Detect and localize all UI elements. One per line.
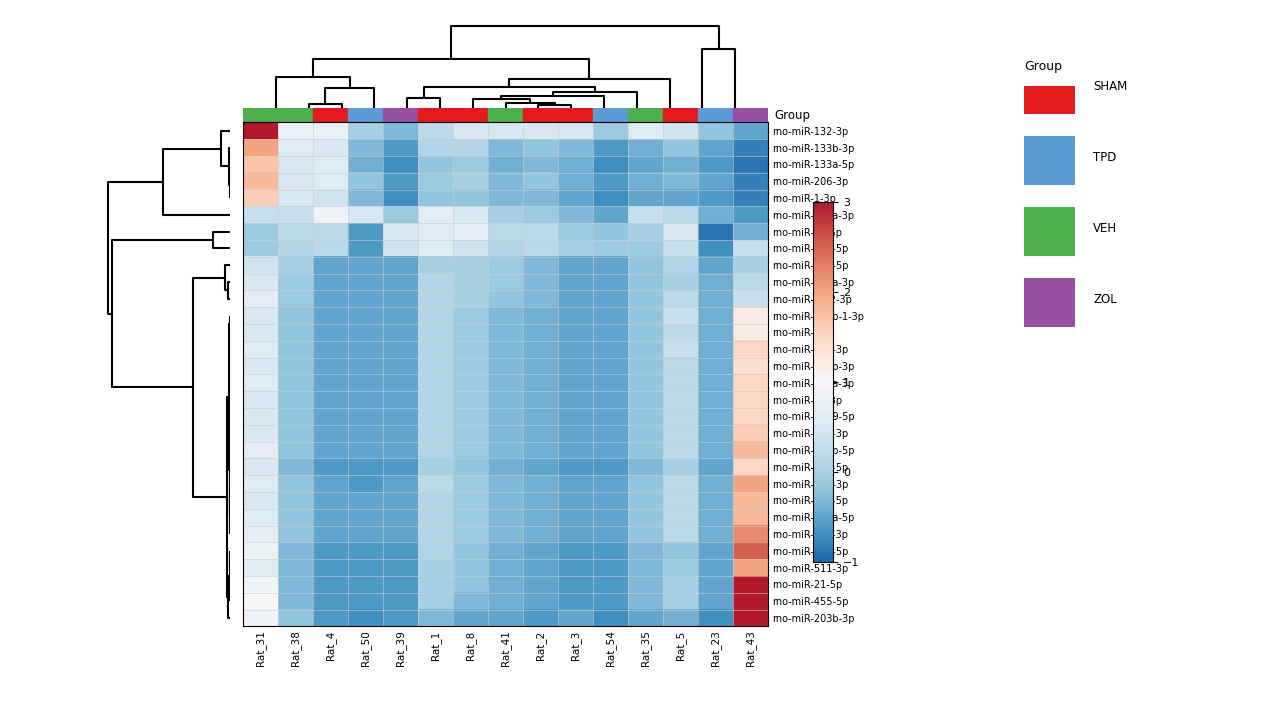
Bar	[593, 108, 628, 122]
Bar	[558, 108, 593, 122]
Bar	[453, 108, 488, 122]
Bar	[488, 108, 524, 122]
Text: Group: Group	[774, 109, 810, 122]
FancyBboxPatch shape	[1024, 278, 1075, 327]
FancyBboxPatch shape	[1024, 207, 1075, 256]
Bar	[663, 108, 698, 122]
FancyBboxPatch shape	[1024, 65, 1075, 114]
Bar	[628, 108, 663, 122]
Bar	[278, 108, 314, 122]
Bar	[314, 108, 348, 122]
FancyBboxPatch shape	[1024, 135, 1075, 185]
Bar	[733, 108, 768, 122]
Bar	[419, 108, 453, 122]
Bar	[524, 108, 558, 122]
Text: Group: Group	[1024, 60, 1062, 73]
Text: SHAM: SHAM	[1093, 80, 1128, 93]
Bar	[698, 108, 733, 122]
Text: TPD: TPD	[1093, 151, 1116, 164]
Bar	[348, 108, 383, 122]
Bar	[243, 108, 278, 122]
Bar	[383, 108, 419, 122]
Text: ZOL: ZOL	[1093, 293, 1117, 306]
Text: VEH: VEH	[1093, 222, 1117, 235]
